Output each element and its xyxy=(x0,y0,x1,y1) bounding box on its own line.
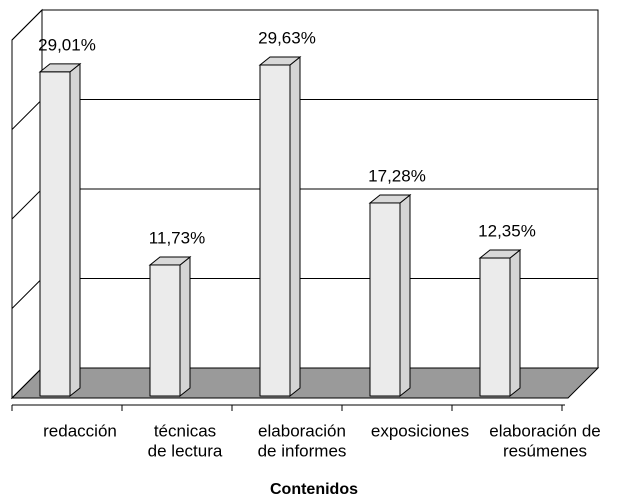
grid-line xyxy=(11,99,43,130)
bar-face xyxy=(289,55,301,398)
x-tick-label: resúmenes xyxy=(503,441,587,460)
value-label: 12,35% xyxy=(478,222,536,241)
x-tick-label: exposiciones xyxy=(371,421,469,440)
x-tick-label: de lectura xyxy=(148,441,223,460)
grid-line xyxy=(11,188,43,220)
bar xyxy=(478,248,522,398)
x-tick-label: elaboración de xyxy=(489,421,601,440)
value-label: 11,73% xyxy=(149,228,205,247)
bar xyxy=(368,193,412,398)
bar xyxy=(258,55,302,398)
x-tick-label: elaboración xyxy=(258,421,346,440)
value-label: 17,28% xyxy=(368,166,426,185)
grid-line xyxy=(11,278,43,309)
bar-face xyxy=(259,64,291,397)
x-axis-title: Contenidos xyxy=(270,481,358,498)
value-label: 29,63% xyxy=(258,28,316,47)
bar-face xyxy=(369,202,401,397)
bar xyxy=(38,62,82,398)
bar-face xyxy=(149,264,181,397)
bar-face xyxy=(179,255,191,398)
bar-face xyxy=(509,248,521,398)
x-tick-label: de informes xyxy=(258,441,347,460)
bar xyxy=(148,255,192,398)
x-tick-label: redacción xyxy=(43,421,117,440)
bar-face xyxy=(479,257,511,397)
grid-line xyxy=(11,9,43,41)
bar-face xyxy=(69,62,81,398)
value-label: 29,01% xyxy=(38,35,96,54)
grid-line xyxy=(11,367,43,399)
bar-face xyxy=(399,193,411,398)
bar-face xyxy=(39,71,71,397)
x-tick-label: técnicas xyxy=(154,421,216,440)
